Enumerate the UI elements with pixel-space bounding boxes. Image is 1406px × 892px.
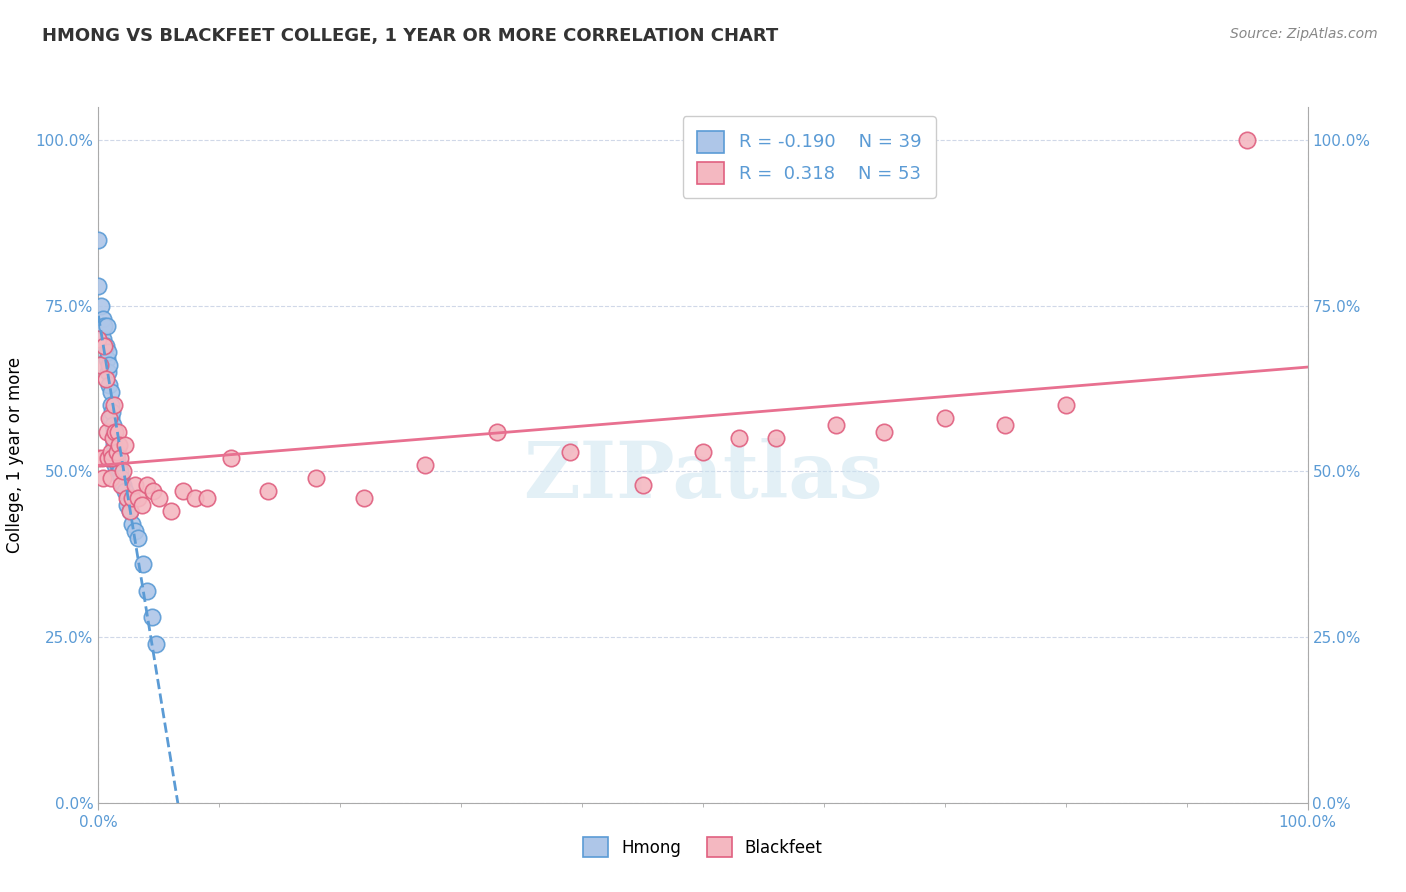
Point: [91, 451, 114, 466]
Point: [96, 425, 118, 439]
Point: [90, 299, 112, 313]
Point: [87, 279, 110, 293]
Point: [91, 471, 114, 485]
Point: [728, 431, 751, 445]
Point: [148, 491, 170, 505]
Point: [107, 458, 129, 472]
Point: [108, 465, 131, 479]
Point: [93, 318, 115, 333]
Point: [110, 471, 132, 485]
Point: [221, 451, 243, 466]
Point: [873, 425, 896, 439]
Point: [100, 471, 122, 485]
Point: [111, 465, 134, 479]
Point: [108, 438, 131, 452]
Point: [89, 359, 111, 373]
Point: [100, 451, 122, 466]
Point: [121, 491, 143, 505]
Point: [97, 345, 120, 359]
Point: [558, 444, 581, 458]
Point: [108, 465, 131, 479]
Y-axis label: College, 1 year or more: College, 1 year or more: [7, 357, 24, 553]
Point: [104, 458, 127, 472]
Point: [124, 477, 146, 491]
Point: [97, 365, 120, 379]
Point: [91, 332, 114, 346]
Point: [121, 517, 143, 532]
Point: [103, 438, 125, 452]
Point: [100, 444, 122, 458]
Point: [135, 477, 157, 491]
Point: [305, 471, 328, 485]
Legend: Hmong, Blackfeet: Hmong, Blackfeet: [576, 830, 830, 864]
Point: [118, 504, 141, 518]
Point: [111, 477, 134, 491]
Point: [91, 312, 114, 326]
Point: [100, 398, 122, 412]
Point: [87, 451, 110, 466]
Point: [124, 524, 146, 538]
Point: [994, 418, 1017, 433]
Point: [692, 444, 714, 458]
Point: [104, 444, 127, 458]
Point: [96, 318, 118, 333]
Point: [145, 637, 167, 651]
Point: [934, 411, 956, 425]
Point: [105, 451, 128, 466]
Point: [110, 477, 132, 491]
Point: [98, 359, 121, 373]
Point: [94, 372, 117, 386]
Point: [100, 405, 122, 419]
Point: [195, 491, 218, 505]
Point: [135, 583, 157, 598]
Point: [101, 431, 124, 445]
Point: [172, 484, 194, 499]
Point: [101, 418, 124, 433]
Point: [114, 438, 136, 452]
Point: [107, 425, 129, 439]
Point: [101, 431, 124, 445]
Text: HMONG VS BLACKFEET COLLEGE, 1 YEAR OR MORE CORRELATION CHART: HMONG VS BLACKFEET COLLEGE, 1 YEAR OR MO…: [42, 27, 779, 45]
Point: [100, 384, 122, 399]
Point: [1054, 398, 1077, 412]
Point: [160, 504, 183, 518]
Point: [486, 425, 509, 439]
Point: [103, 425, 125, 439]
Point: [103, 398, 125, 412]
Point: [96, 351, 118, 366]
Point: [142, 484, 165, 499]
Point: [132, 558, 155, 572]
Point: [765, 431, 787, 445]
Point: [114, 484, 136, 499]
Point: [141, 610, 163, 624]
Point: [93, 338, 115, 352]
Point: [100, 411, 122, 425]
Point: [117, 498, 139, 512]
Point: [104, 425, 127, 439]
Point: [94, 338, 117, 352]
Point: [97, 451, 120, 466]
Point: [1236, 133, 1258, 147]
Text: ZIPatlas: ZIPatlas: [523, 438, 883, 514]
Point: [413, 458, 436, 472]
Point: [98, 411, 121, 425]
Point: [117, 491, 139, 505]
Point: [256, 484, 278, 499]
Point: [127, 531, 149, 545]
Point: [87, 233, 110, 247]
Point: [127, 491, 149, 505]
Point: [131, 498, 153, 512]
Point: [353, 491, 375, 505]
Point: [105, 444, 128, 458]
Point: [108, 451, 131, 466]
Point: [98, 378, 121, 392]
Point: [184, 491, 207, 505]
Point: [87, 332, 110, 346]
Text: Source: ZipAtlas.com: Source: ZipAtlas.com: [1230, 27, 1378, 41]
Point: [631, 477, 654, 491]
Point: [825, 418, 848, 433]
Point: [118, 504, 141, 518]
